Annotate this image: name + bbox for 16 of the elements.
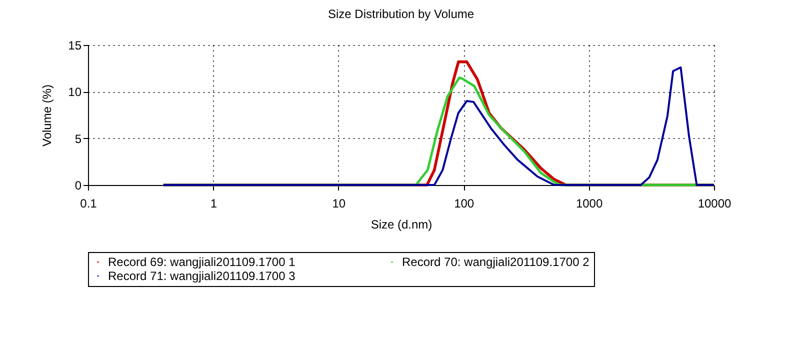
- legend-label: Record 71: wangjiali201109.1700 3: [108, 269, 296, 283]
- x-tick-label: 10000: [698, 196, 732, 210]
- x-tick-label: 100: [454, 196, 474, 210]
- y-tick-label: 0: [74, 178, 82, 192]
- y-tick-label: 10: [68, 85, 82, 100]
- y-tick-label: 15: [68, 38, 82, 52]
- legend-label: Record 70: wangjiali201109.1700 2: [402, 255, 590, 269]
- x-tick-label: 1: [210, 196, 218, 210]
- x-axis-title: Size (d.nm): [370, 218, 432, 232]
- legend-label: Record 69: wangjiali201109.1700 1: [108, 255, 296, 269]
- y-axis-title: Volume (%): [40, 84, 54, 147]
- x-tick-label: 1000: [576, 196, 603, 210]
- x-tick-label: 10: [332, 196, 346, 210]
- x-tick-label: 0.1: [80, 196, 98, 210]
- chart-title: Size Distribution by Volume: [328, 7, 474, 21]
- y-tick-label: 5: [74, 132, 82, 146]
